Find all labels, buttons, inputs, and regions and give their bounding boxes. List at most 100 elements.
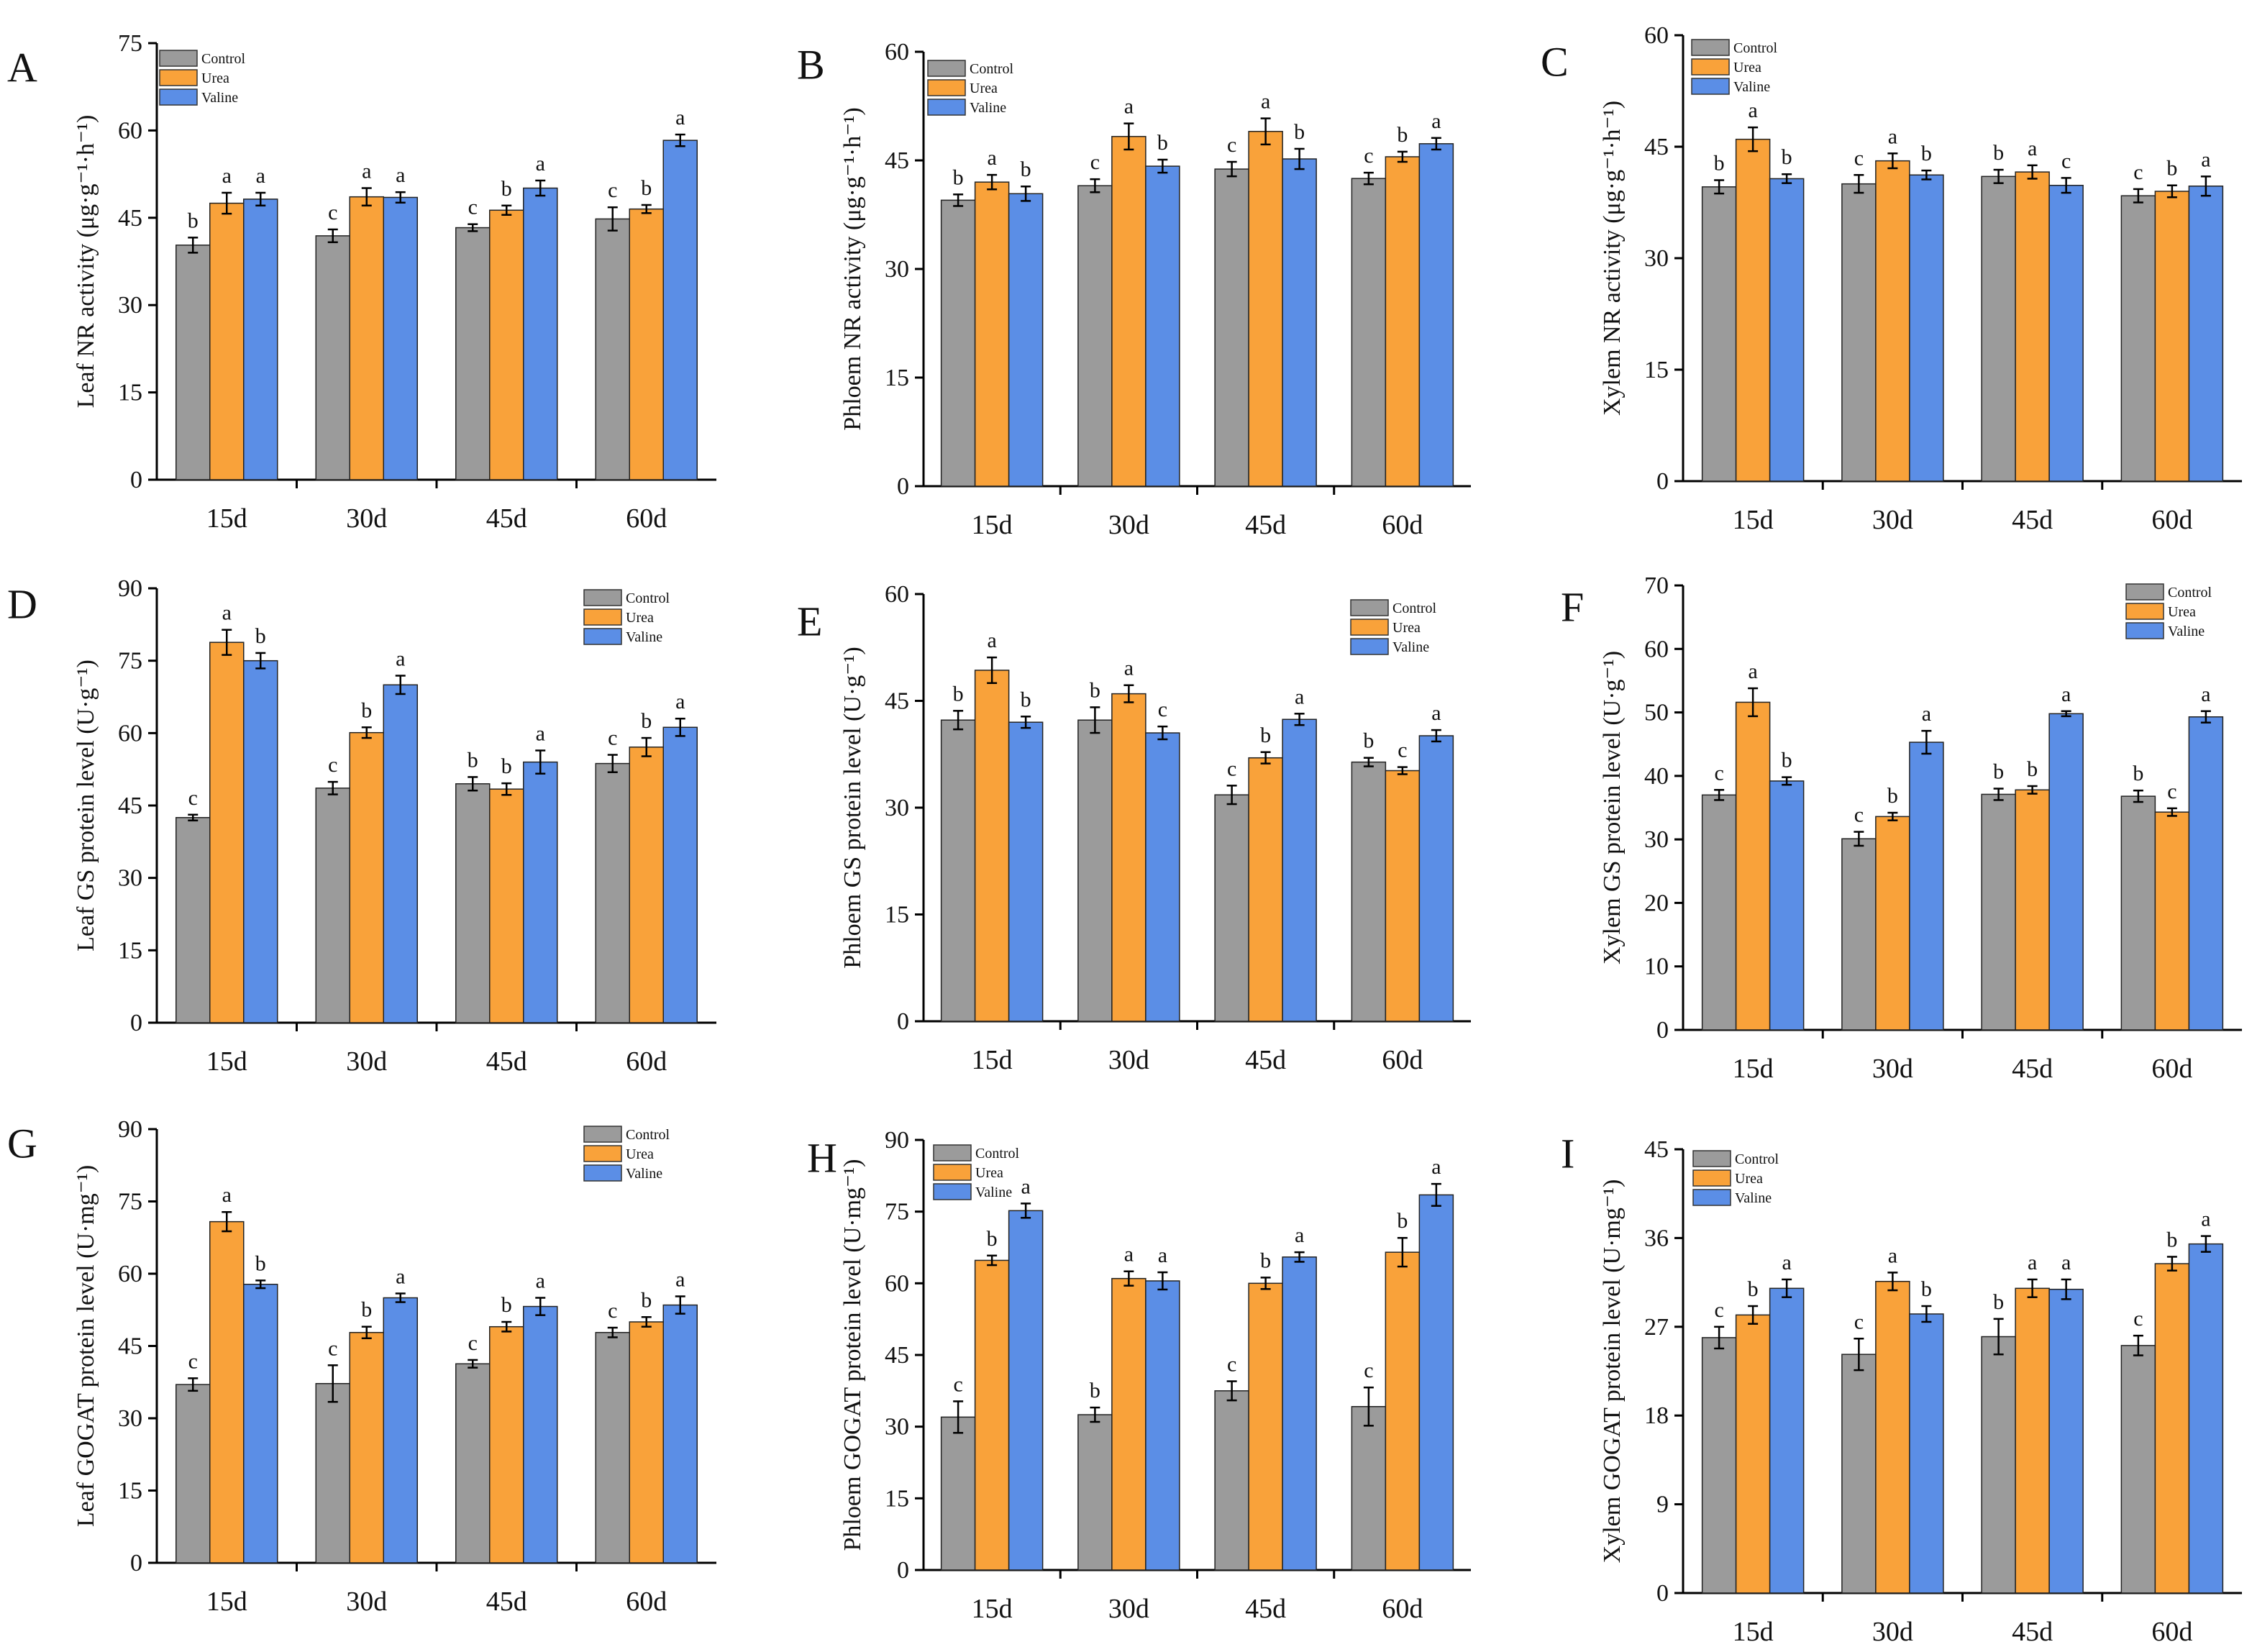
bar-valine — [1769, 780, 1805, 1031]
legend-label: Control — [2168, 585, 2212, 601]
bar-control — [315, 235, 350, 480]
y-tick-label: 30 — [118, 865, 142, 892]
y-tick-label: 75 — [118, 648, 142, 675]
bar-valine — [1145, 1280, 1180, 1571]
legend-swatch-valine — [1691, 78, 1730, 95]
significance-letter: a — [396, 163, 405, 187]
bar-control — [175, 1384, 211, 1564]
y-tick-label: 0 — [1656, 1580, 1669, 1607]
significance-letter: b — [1260, 724, 1271, 747]
significance-letter: c — [1714, 761, 1723, 785]
y-axis-label: Phloem GOGAT protein level (U·mg⁻¹) — [839, 1159, 866, 1551]
legend-label: Valine — [970, 100, 1006, 116]
y-tick-label: 10 — [1644, 954, 1669, 980]
significance-letter: b — [1397, 123, 1408, 147]
legend-swatch-urea — [1691, 58, 1730, 76]
y-tick-label: 0 — [130, 1010, 142, 1036]
legend-label: Valine — [626, 629, 662, 645]
significance-letter: a — [1431, 701, 1441, 725]
y-tick-label: 15 — [885, 902, 909, 928]
bar-urea — [1248, 130, 1283, 487]
legend-label: Urea — [626, 610, 654, 626]
legend-label: Valine — [1733, 79, 1770, 95]
significance-letter: c — [328, 1336, 337, 1360]
legend: Control Urea Valine — [933, 1144, 1020, 1200]
x-tick-label: 30d — [346, 1587, 387, 1617]
y-tick-label: 45 — [885, 147, 909, 174]
bar-urea — [2154, 191, 2190, 482]
significance-letter: a — [2061, 1251, 2071, 1274]
panel-letter: D — [7, 581, 37, 628]
panel-letter: A — [7, 45, 37, 91]
x-tick-label: 30d — [346, 503, 387, 534]
significance-letter: a — [1748, 99, 1757, 122]
x-tick-label: 15d — [1733, 505, 1774, 535]
bar-urea — [2154, 811, 2190, 1031]
significance-letter: b — [361, 1298, 372, 1322]
bar-valine — [2048, 713, 2084, 1031]
significance-letter: c — [2061, 149, 2071, 173]
significance-letter: c — [1227, 133, 1236, 157]
significance-letter: a — [1748, 660, 1757, 683]
y-tick-label: 0 — [897, 1008, 909, 1035]
x-tick-label: 45d — [2012, 505, 2053, 535]
y-tick-label: 30 — [118, 292, 142, 319]
significance-letter: b — [1260, 1249, 1271, 1272]
bar-control — [455, 783, 491, 1023]
x-tick-label: 45d — [2012, 1617, 2053, 1647]
y-tick-label: 50 — [1644, 700, 1669, 726]
bar-control — [455, 227, 491, 480]
legend-swatch-control — [1350, 599, 1389, 616]
legend-swatch-control — [927, 60, 966, 77]
bar-urea — [1248, 1282, 1283, 1571]
significance-letter: a — [1888, 1243, 1897, 1267]
x-tick-label: 60d — [2151, 1617, 2192, 1647]
bar-urea — [2015, 171, 2050, 482]
significance-letter: b — [1921, 1277, 1932, 1301]
x-tick-label: 15d — [206, 503, 247, 534]
significance-letter: a — [1124, 1243, 1134, 1267]
legend-label: Urea — [201, 70, 229, 86]
significance-letter: a — [1158, 1243, 1167, 1267]
legend-label: Valine — [2168, 624, 2205, 639]
significance-letter: b — [255, 624, 266, 648]
significance-letter: b — [641, 1288, 652, 1312]
legend-swatch-valine — [583, 628, 622, 645]
bar-control — [1981, 793, 2016, 1031]
y-tick-label: 15 — [885, 365, 909, 391]
bar-valine — [2188, 1243, 2224, 1594]
significance-letter: b — [501, 754, 512, 778]
bar-control — [1077, 1414, 1113, 1571]
significance-letter: b — [987, 1227, 998, 1251]
y-tick-label: 60 — [1644, 22, 1669, 49]
significance-letter: b — [1993, 141, 2004, 165]
bar-valine — [1418, 735, 1454, 1022]
x-tick-label: 45d — [2012, 1054, 2053, 1084]
legend-swatch-urea — [159, 69, 198, 86]
bar-valine — [2048, 1288, 2084, 1594]
legend: Control Urea Valine — [583, 1126, 670, 1182]
legend: Control Urea Valine — [1691, 39, 1778, 95]
panel-A: A 0 15 30 45 60 75 Leaf NR activity (μg·g⁻¹·h⁻¹… — [7, 30, 716, 534]
significance-letter: b — [641, 176, 652, 200]
significance-letter: c — [1158, 698, 1167, 721]
panel-F: F 0 10 20 30 40 50 60 70 Xylem GS protein level (… — [1561, 572, 2242, 1084]
y-tick-label: 45 — [1644, 1136, 1669, 1163]
bar-valine — [2048, 184, 2084, 482]
bar-valine — [1145, 732, 1180, 1022]
significance-letter: b — [255, 1251, 266, 1275]
legend-label: Urea — [975, 1165, 1003, 1181]
bar-control — [1077, 185, 1113, 487]
significance-letter: b — [501, 177, 512, 201]
significance-letter: a — [675, 106, 685, 129]
bar-valine — [243, 660, 278, 1023]
significance-letter: c — [2133, 160, 2143, 184]
bar-control — [595, 218, 630, 480]
bar-control — [1701, 186, 1737, 482]
y-tick-label: 0 — [130, 1550, 142, 1576]
significance-letter: a — [1261, 90, 1270, 114]
legend-swatch-urea — [927, 79, 966, 96]
significance-letter: c — [1854, 1310, 1864, 1333]
bar-urea — [1875, 160, 1910, 482]
y-tick-label: 36 — [1644, 1225, 1669, 1251]
